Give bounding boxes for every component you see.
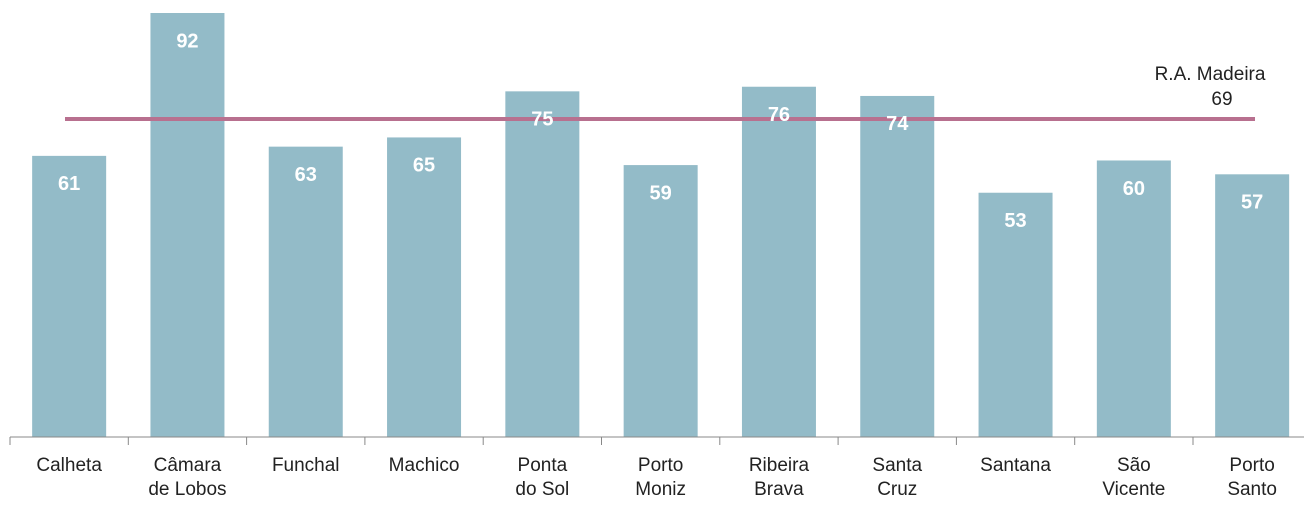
value-label: 74 (886, 113, 909, 135)
x-tick-label: Machico (388, 455, 460, 476)
bar (387, 137, 462, 437)
bar (978, 192, 1053, 437)
value-label: 59 (650, 182, 672, 204)
value-label: 65 (413, 155, 435, 177)
x-tick-label: Santa Cruz (872, 455, 923, 500)
x-tick-label: Porto Moniz (635, 455, 686, 500)
value-label: 61 (58, 173, 80, 195)
x-tick-label: Porto Santo (1227, 455, 1277, 500)
reference-value: 69 (1211, 89, 1232, 110)
bar (860, 95, 935, 438)
bar (623, 165, 698, 437)
value-label: 92 (176, 30, 198, 52)
value-label: 63 (295, 164, 317, 186)
bar (505, 91, 580, 437)
value-label: 76 (768, 104, 790, 126)
x-tick-label: Calheta (36, 455, 102, 476)
bar (150, 13, 225, 437)
value-label: 53 (1004, 210, 1026, 232)
bar (741, 86, 816, 437)
value-label: 57 (1241, 192, 1263, 214)
x-tick-label: Câmara de Lobos (148, 455, 227, 500)
x-tick-label: São Vicente (1102, 455, 1166, 500)
bar (268, 146, 343, 438)
bar (1215, 174, 1290, 437)
x-tick-label: Ponta do Sol (515, 455, 570, 500)
x-tick-label: Ribeira Brava (748, 455, 810, 500)
x-tick-label: Santana (980, 455, 1051, 476)
bar (32, 155, 107, 437)
x-tick-label: Funchal (271, 455, 340, 476)
reference-label: R.A. Madeira (1155, 64, 1266, 85)
value-label: 60 (1123, 178, 1145, 200)
bar (1096, 160, 1171, 437)
value-label: 75 (531, 109, 553, 131)
